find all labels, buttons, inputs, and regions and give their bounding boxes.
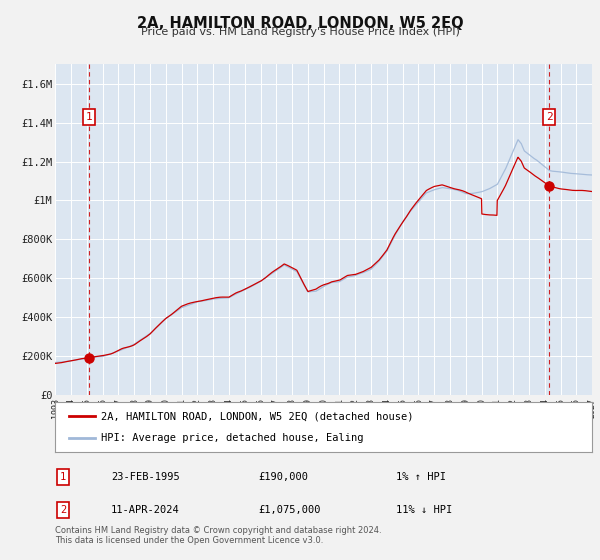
Text: 2A, HAMILTON ROAD, LONDON, W5 2EQ (detached house): 2A, HAMILTON ROAD, LONDON, W5 2EQ (detac… (101, 411, 413, 421)
Text: Price paid vs. HM Land Registry's House Price Index (HPI): Price paid vs. HM Land Registry's House … (140, 27, 460, 37)
Text: 2: 2 (546, 112, 553, 122)
Text: HPI: Average price, detached house, Ealing: HPI: Average price, detached house, Eali… (101, 433, 364, 444)
Text: 1: 1 (85, 112, 92, 122)
Text: 11-APR-2024: 11-APR-2024 (111, 505, 180, 515)
Text: 11% ↓ HPI: 11% ↓ HPI (396, 505, 452, 515)
Text: This data is licensed under the Open Government Licence v3.0.: This data is licensed under the Open Gov… (55, 536, 323, 545)
Text: 1% ↑ HPI: 1% ↑ HPI (396, 472, 446, 482)
Text: Contains HM Land Registry data © Crown copyright and database right 2024.: Contains HM Land Registry data © Crown c… (55, 526, 382, 535)
Text: 2: 2 (60, 505, 66, 515)
Text: 23-FEB-1995: 23-FEB-1995 (111, 472, 180, 482)
Text: 1: 1 (60, 472, 66, 482)
Text: £1,075,000: £1,075,000 (258, 505, 320, 515)
Text: 2A, HAMILTON ROAD, LONDON, W5 2EQ: 2A, HAMILTON ROAD, LONDON, W5 2EQ (137, 16, 463, 31)
Text: £190,000: £190,000 (258, 472, 308, 482)
